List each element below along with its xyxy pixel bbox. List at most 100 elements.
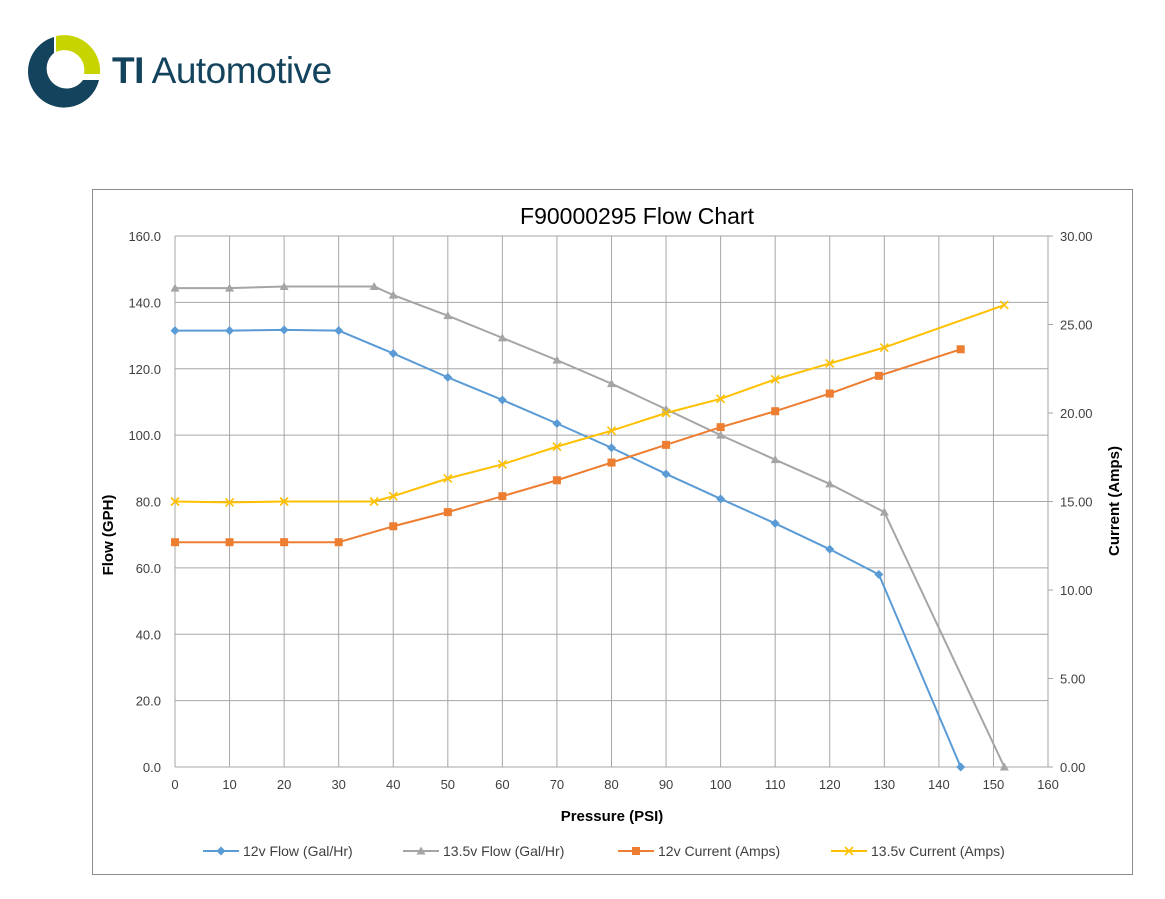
y2-tick-label: 10.00 — [1060, 583, 1093, 598]
data-point — [225, 283, 235, 292]
data-point — [716, 430, 726, 439]
y2-tick-label: 0.00 — [1060, 760, 1085, 775]
brand-name-bold: TI — [112, 50, 144, 91]
series-line-4 — [174, 304, 1005, 504]
data-point — [607, 443, 616, 453]
data-point — [225, 538, 234, 547]
series-line-2 — [175, 285, 1006, 768]
x-tick-label: 150 — [983, 777, 1005, 792]
data-point — [999, 300, 1009, 310]
x-marker-stroke — [716, 394, 726, 404]
x-marker-stroke — [825, 358, 835, 369]
y-tick-label: 20.0 — [136, 694, 161, 709]
x-marker-stroke — [844, 846, 854, 856]
chart-grid — [174, 235, 1053, 768]
x-tick-label: 10 — [222, 777, 236, 792]
legend-label: 13.5v Current (Amps) — [871, 843, 1005, 859]
data-point — [170, 326, 180, 336]
logo-arc-yellow — [56, 35, 101, 74]
x-tick-label: 130 — [873, 777, 895, 792]
data-point — [825, 544, 835, 554]
y-tick-label: 100.0 — [128, 428, 161, 443]
data-point — [661, 469, 671, 479]
data-point — [497, 333, 507, 342]
x-marker-stroke — [443, 473, 453, 484]
flow-chart: 0 10 20 30 40 50 60 70 80 90 100 110 120 130 140 150 160… — [100, 203, 1123, 859]
x-tick-label: 100 — [710, 777, 732, 792]
data-point — [171, 538, 179, 547]
data-point — [369, 496, 379, 507]
data-point — [280, 538, 289, 547]
data-point — [389, 522, 398, 531]
logo-arc-blue — [27, 37, 99, 108]
data-point — [716, 394, 726, 404]
x-tick-label: 60 — [495, 777, 509, 792]
y2-tick-label: 20.00 — [1060, 406, 1093, 421]
x-tick-label: 50 — [441, 777, 455, 792]
data-point — [279, 325, 289, 335]
data-point — [225, 326, 235, 336]
x-marker-stroke — [770, 374, 780, 384]
data-point — [825, 389, 834, 398]
x-tick-label: 30 — [331, 777, 345, 792]
data-point — [874, 371, 883, 380]
brand-name-rest: Automotive — [151, 50, 333, 91]
data-point — [956, 345, 965, 354]
data-point — [874, 570, 884, 580]
data-point — [279, 281, 289, 290]
y-tick-label: 0.0 — [143, 760, 161, 775]
data-point — [770, 374, 780, 384]
x-tick-label: 20 — [277, 777, 291, 792]
data-point — [552, 476, 561, 485]
data-point — [607, 458, 616, 467]
x-marker-stroke — [552, 442, 562, 452]
data-point — [443, 311, 453, 320]
brand-name: TI Automotive — [112, 50, 332, 92]
x-marker-stroke — [170, 496, 180, 507]
y-tick-label: 120.0 — [128, 362, 161, 377]
x-marker-stroke — [661, 408, 671, 418]
x-marker-stroke — [388, 491, 398, 501]
x-tick-label: 70 — [550, 777, 564, 792]
data-point — [662, 440, 671, 449]
data-point — [770, 518, 780, 528]
data-point — [369, 281, 379, 290]
data-point — [607, 379, 616, 388]
data-point — [443, 372, 453, 382]
y2-tick-label: 30.00 — [1060, 229, 1093, 244]
y-tick-label: 140.0 — [128, 295, 161, 310]
x-axis-title: Pressure (PSI) — [561, 808, 664, 825]
x-marker-stroke — [224, 497, 235, 507]
data-point — [170, 496, 180, 507]
chart-ticks: 0 10 20 30 40 50 60 70 80 90 100 110 120 130 140 150 160… — [128, 229, 1092, 792]
data-point — [771, 407, 780, 416]
x-marker-stroke — [497, 459, 507, 469]
x-tick-label: 160 — [1037, 777, 1059, 792]
data-point — [716, 423, 725, 432]
y2-axis-title: Current (Amps) — [1106, 446, 1123, 556]
x-tick-label: 120 — [819, 777, 841, 792]
data-point — [170, 283, 180, 292]
data-point — [879, 507, 889, 516]
data-point — [498, 492, 507, 501]
legend-marker — [416, 846, 426, 855]
data-point — [661, 408, 671, 418]
series-line-3 — [175, 348, 962, 544]
x-marker-stroke — [606, 426, 617, 436]
data-point — [279, 496, 289, 507]
chart-series — [174, 285, 1006, 768]
data-point — [552, 355, 562, 364]
data-point — [388, 290, 398, 299]
legend-marker — [216, 846, 226, 856]
x-marker-stroke — [279, 496, 289, 507]
y-tick-label: 160.0 — [128, 229, 161, 244]
data-point — [334, 538, 343, 547]
legend-marker — [632, 847, 640, 855]
data-point — [825, 479, 835, 488]
chart-markers — [170, 281, 1009, 772]
data-point — [956, 762, 966, 772]
legend-label: 13.5v Flow (Gal/Hr) — [443, 843, 564, 859]
data-point — [224, 497, 235, 507]
x-marker-stroke — [879, 342, 889, 353]
data-point — [879, 342, 889, 353]
